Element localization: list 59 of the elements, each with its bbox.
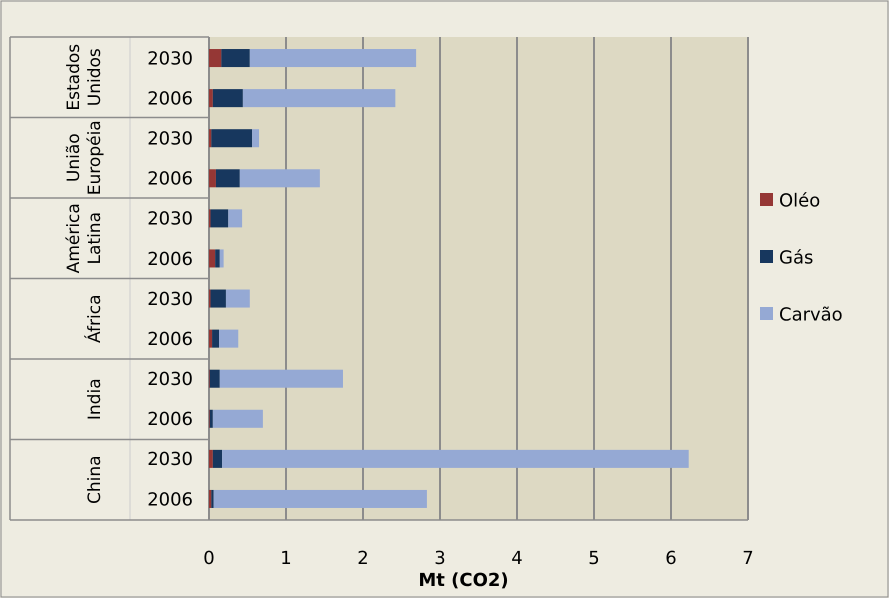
bar	[209, 169, 216, 188]
bar	[209, 49, 222, 68]
y-tick-label: 2006	[147, 409, 193, 430]
bar	[209, 330, 212, 348]
text: India	[85, 378, 105, 420]
legend-label: Gás	[779, 247, 814, 268]
bar	[209, 89, 213, 108]
x-tick-label: 2	[357, 548, 369, 569]
bar	[226, 290, 250, 308]
y-tick-label: 2006	[147, 489, 193, 510]
bar	[252, 129, 260, 148]
bar	[219, 330, 238, 348]
x-tick-label: 5	[588, 548, 600, 569]
bar	[220, 370, 343, 388]
bar	[210, 290, 226, 308]
bar	[212, 330, 220, 348]
bar	[210, 410, 213, 428]
x-axis-title: Mt (CO2)	[418, 570, 509, 591]
x-tick-label: 7	[742, 548, 754, 569]
bar	[215, 249, 220, 268]
y-tick-label: 2006	[147, 168, 193, 190]
bar	[214, 490, 427, 508]
y-tick-label: 2030	[147, 48, 193, 70]
bar	[228, 209, 242, 228]
y-tick-label: 2030	[147, 128, 193, 150]
text: China	[85, 455, 105, 504]
y-tick-label: 2006	[147, 88, 193, 110]
bar	[212, 410, 263, 428]
bar	[222, 450, 689, 468]
bar	[220, 249, 224, 268]
x-tick-label: 6	[665, 548, 677, 569]
bar	[216, 169, 240, 188]
y-tick-label: 2006	[147, 248, 193, 270]
y-tick-label: 2030	[147, 369, 193, 390]
bar	[209, 450, 213, 468]
bar	[250, 49, 416, 68]
text: União Européia	[64, 120, 105, 196]
x-tick-label: 4	[511, 548, 523, 569]
text: África	[84, 294, 105, 343]
bar	[209, 249, 216, 268]
y-tick-label: 2006	[147, 328, 193, 350]
x-tick-label: 3	[434, 548, 446, 569]
y-tick-label: 2030	[147, 208, 193, 230]
y-tick-label: 2030	[147, 288, 193, 310]
bar	[212, 89, 243, 108]
bar	[211, 129, 252, 148]
text: América Latina	[64, 203, 105, 274]
bar	[210, 209, 228, 228]
y-tick-label: 2030	[147, 449, 193, 470]
x-tick-label: 1	[280, 548, 292, 569]
x-tick-label: 0	[203, 548, 215, 569]
bar	[221, 49, 250, 68]
legend-label: Oléo	[779, 190, 820, 212]
text: Estados Unidos	[64, 44, 105, 111]
bar	[242, 89, 396, 108]
bar	[210, 370, 220, 388]
legend-label: Carvão	[779, 304, 843, 326]
bar	[212, 450, 222, 468]
bar	[240, 169, 320, 188]
